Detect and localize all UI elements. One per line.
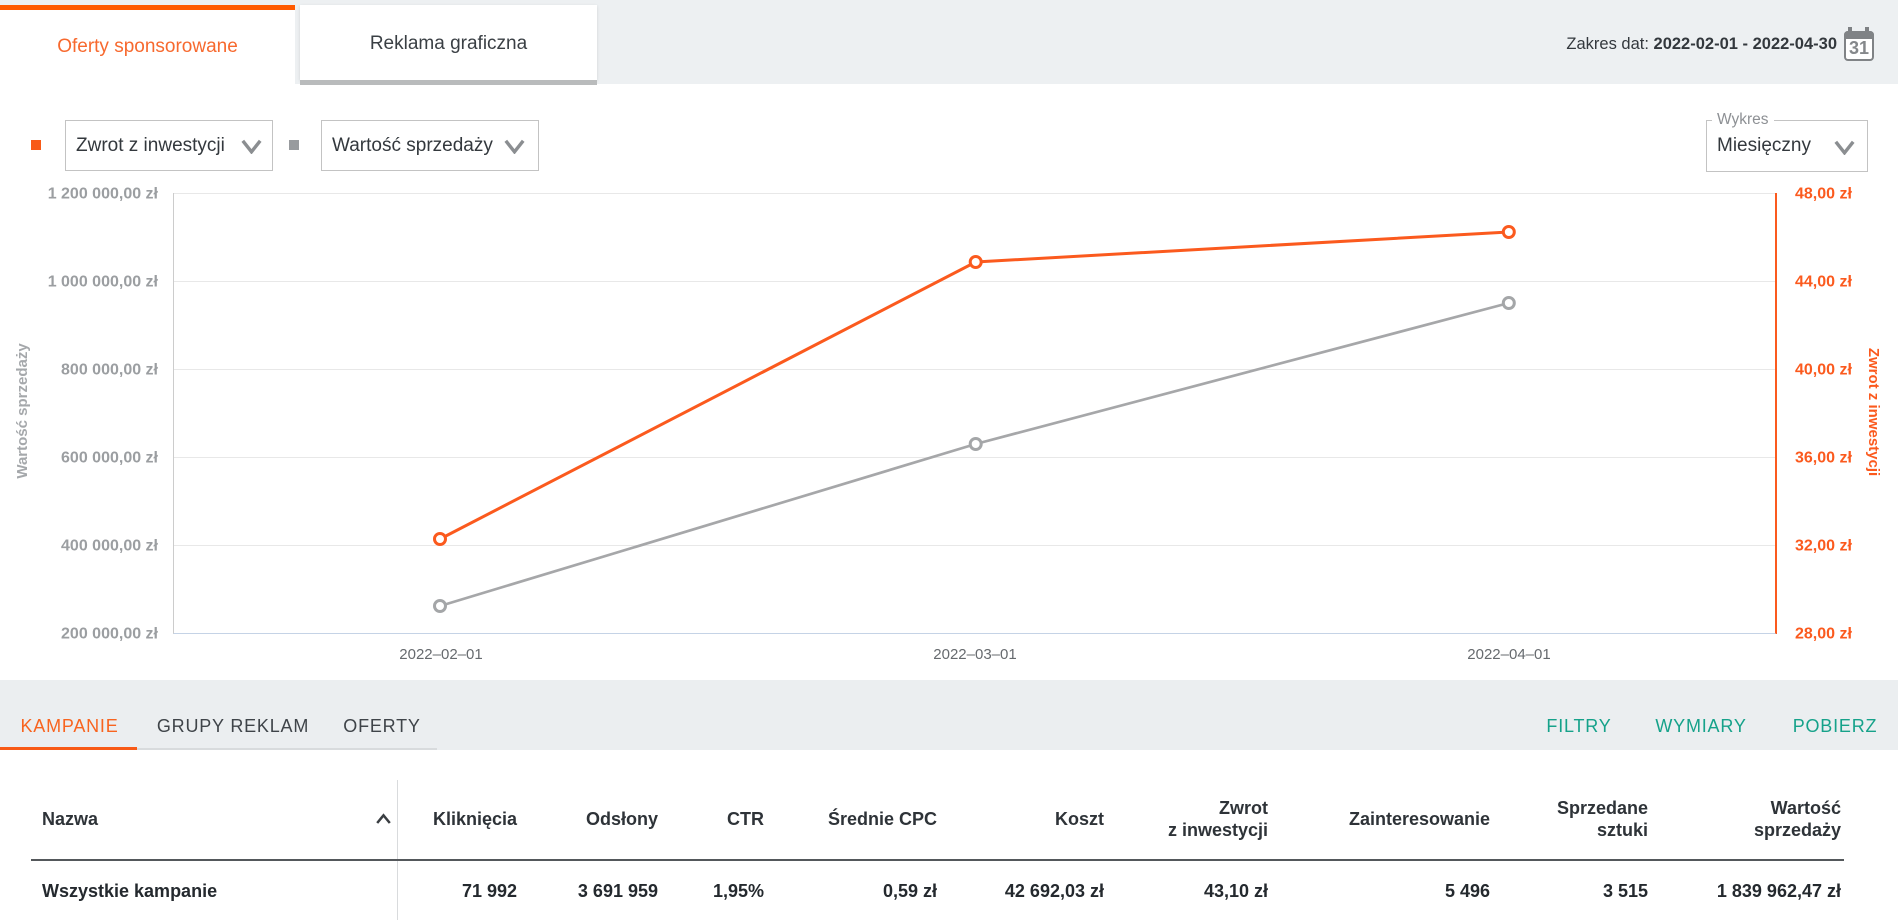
svg-text:600 000,00 zł: 600 000,00 zł bbox=[61, 450, 159, 467]
svg-text:1 000 000,00 zł: 1 000 000,00 zł bbox=[48, 274, 159, 291]
svg-text:200 000,00 zł: 200 000,00 zł bbox=[61, 626, 159, 643]
svg-text:1 200 000,00 zł: 1 200 000,00 zł bbox=[48, 186, 159, 203]
svg-text:2022–02–01: 2022–02–01 bbox=[399, 646, 482, 663]
svg-text:800 000,00 zł: 800 000,00 zł bbox=[61, 362, 159, 379]
svg-text:Zwrot z inwestycji: Zwrot z inwestycji bbox=[1865, 348, 1882, 476]
svg-text:Wartość sprzedaży: Wartość sprzedaży bbox=[14, 343, 31, 479]
svg-text:400 000,00 zł: 400 000,00 zł bbox=[61, 538, 159, 555]
svg-text:28,00 zł: 28,00 zł bbox=[1795, 626, 1852, 643]
svg-text:32,00 zł: 32,00 zł bbox=[1795, 538, 1852, 555]
svg-text:2022–03–01: 2022–03–01 bbox=[933, 646, 1016, 663]
svg-text:40,00 zł: 40,00 zł bbox=[1795, 362, 1852, 379]
svg-text:36,00 zł: 36,00 zł bbox=[1795, 450, 1852, 467]
svg-text:2022–04–01: 2022–04–01 bbox=[1467, 646, 1550, 663]
svg-text:44,00 zł: 44,00 zł bbox=[1795, 274, 1852, 291]
svg-text:48,00 zł: 48,00 zł bbox=[1795, 186, 1852, 203]
